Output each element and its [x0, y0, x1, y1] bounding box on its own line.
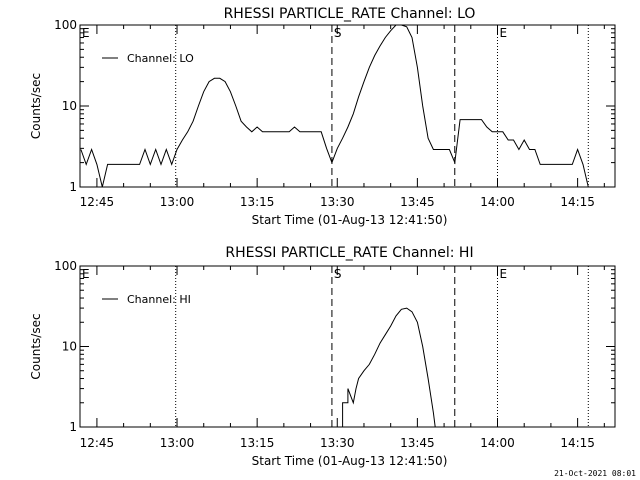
chart-title: RHESSI PARTICLE_RATE Channel: HI — [225, 245, 473, 261]
chart-title: RHESSI PARTICLE_RATE Channel: LO — [224, 6, 476, 22]
x-axis-label: Start Time (01-Aug-13 12:41:50) — [252, 454, 448, 468]
x-tick-label: 12:45 — [80, 195, 115, 209]
legend-label: Channel: LO — [127, 52, 194, 65]
x-tick-label: 13:30 — [320, 195, 355, 209]
x-tick-label: 14:00 — [480, 195, 515, 209]
series-line — [80, 24, 589, 188]
y-tick-label: 100 — [54, 18, 77, 32]
x-tick-label: 12:45 — [80, 436, 115, 450]
y-tick-label: 1 — [69, 180, 77, 194]
x-tick-label: 14:00 — [480, 436, 515, 450]
x-tick-label: 13:15 — [240, 436, 275, 450]
x-tick-label: 13:15 — [240, 195, 275, 209]
event-marker-label: S — [334, 267, 342, 281]
x-tick-label: 13:30 — [320, 436, 355, 450]
event-marker-label: E — [499, 26, 507, 40]
y-tick-label: 1 — [69, 420, 77, 434]
x-tick-label: 13:45 — [400, 195, 435, 209]
y-tick-label: 100 — [54, 259, 77, 273]
hi-channel-panel: RHESSI PARTICLE_RATE Channel: HI Counts/s… — [29, 245, 616, 468]
x-tick-label: 14:15 — [560, 195, 595, 209]
event-marker-label: S — [334, 26, 342, 40]
generation-timestamp: 21-Oct-2021 08:01 — [554, 469, 636, 478]
event-marker-label: E — [82, 267, 90, 281]
legend-label: Channel: HI — [127, 293, 191, 306]
y-tick-label: 10 — [62, 99, 77, 113]
x-tick-label: 14:15 — [560, 436, 595, 450]
y-axis-label: Counts/sec — [29, 73, 43, 139]
event-marker-label: E — [82, 26, 90, 40]
series-line — [337, 307, 436, 428]
lo-channel-panel: RHESSI PARTICLE_RATE Channel: LO Counts/s… — [29, 6, 616, 227]
y-axis-label: Counts/sec — [29, 313, 43, 379]
x-tick-label: 13:00 — [160, 195, 195, 209]
x-tick-label: 13:45 — [400, 436, 435, 450]
x-tick-label: 13:00 — [160, 436, 195, 450]
x-axis-label: Start Time (01-Aug-13 12:41:50) — [252, 213, 448, 227]
event-marker-label: E — [499, 267, 507, 281]
y-tick-label: 10 — [62, 340, 77, 354]
